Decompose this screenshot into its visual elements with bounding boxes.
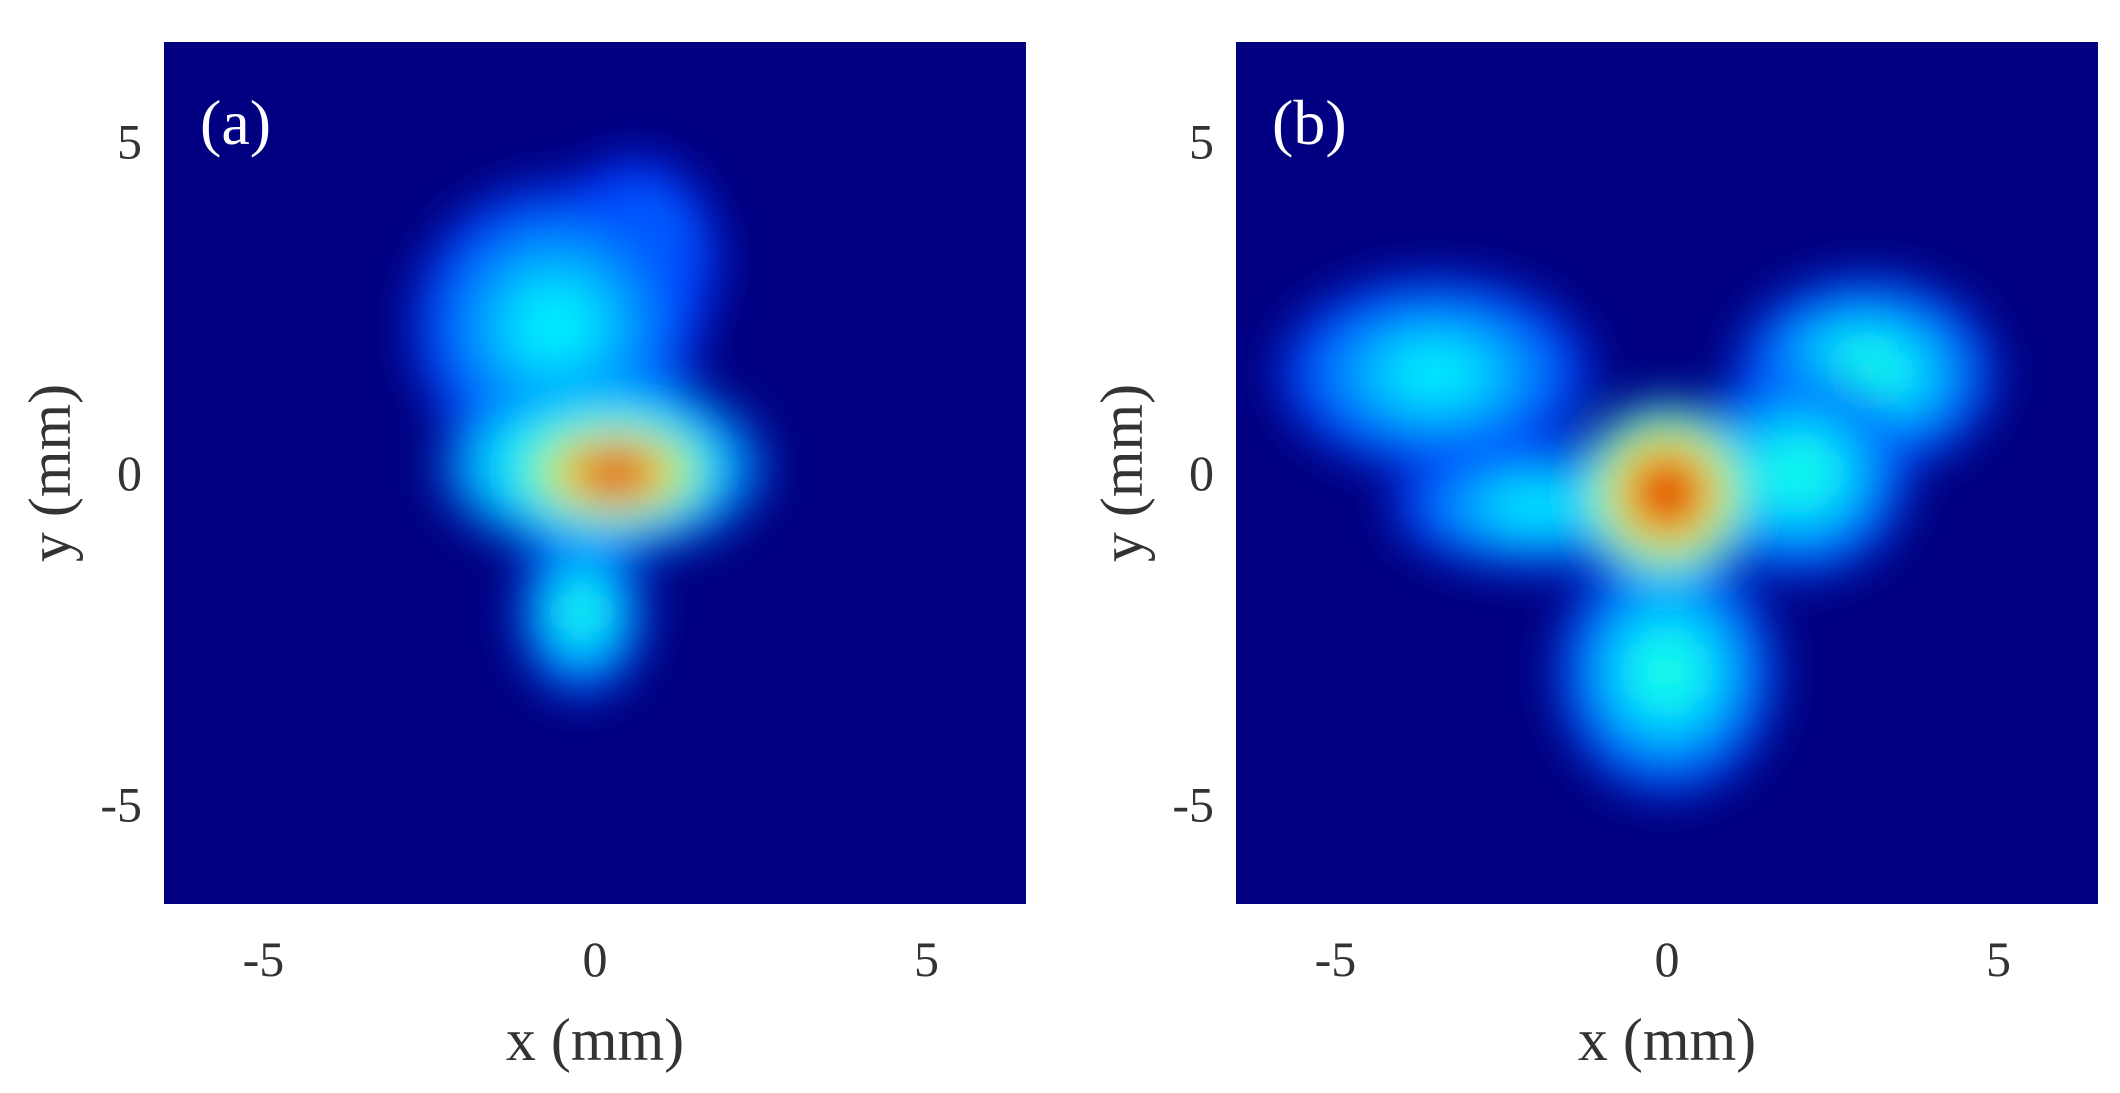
intensity-blob xyxy=(1643,469,1691,517)
intensity-blob xyxy=(1638,640,1696,704)
intensity-blob xyxy=(565,590,599,634)
intensity-blob xyxy=(518,290,592,364)
y-tick-label: 5 xyxy=(1189,113,1214,169)
panel-b-x-axis-label: x (mm) xyxy=(1578,1007,1756,1073)
panel-a-y-axis-label: y (mm) xyxy=(17,384,83,562)
x-tick-label: 0 xyxy=(1655,931,1680,987)
panel-b-y-ticks: -5 0 5 xyxy=(1172,113,1214,832)
panel-a: (a) -5 0 5 -5 0 5 x (mm) y (mm) xyxy=(17,42,1026,1073)
intensity-blur-group xyxy=(1275,274,1999,798)
panel-a-y-ticks: -5 0 5 xyxy=(100,113,142,832)
x-tick-label: -5 xyxy=(1315,931,1357,987)
panel-b-x-ticks: -5 0 5 xyxy=(1315,931,2011,987)
panel-a-intensity-map xyxy=(409,154,768,699)
x-tick-label: -5 xyxy=(243,931,285,987)
panel-b-y-axis-label: y (mm) xyxy=(1089,384,1155,562)
x-tick-label: 5 xyxy=(914,931,939,987)
intensity-blob xyxy=(1395,348,1475,399)
panel-a-x-axis-label: x (mm) xyxy=(506,1007,684,1073)
x-tick-label: 5 xyxy=(1986,931,2011,987)
y-tick-label: 0 xyxy=(1189,445,1214,501)
y-tick-label: 5 xyxy=(117,113,142,169)
panel-b: (b) -5 0 5 -5 0 5 x (mm) y (mm) xyxy=(1089,42,2098,1073)
intensity-blur-group xyxy=(409,154,768,699)
panel-b-label: (b) xyxy=(1272,87,1347,158)
intensity-blob xyxy=(1771,446,1828,500)
panel-b-intensity-map xyxy=(1275,274,1999,798)
panel-a-x-ticks: -5 0 5 xyxy=(243,931,939,987)
y-tick-label: -5 xyxy=(1172,777,1214,833)
intensity-blob xyxy=(588,458,642,488)
y-tick-label: -5 xyxy=(100,777,142,833)
x-tick-label: 0 xyxy=(583,931,608,987)
panel-a-label: (a) xyxy=(200,87,271,158)
y-tick-label: 0 xyxy=(117,445,142,501)
intensity-blob xyxy=(1497,489,1571,523)
